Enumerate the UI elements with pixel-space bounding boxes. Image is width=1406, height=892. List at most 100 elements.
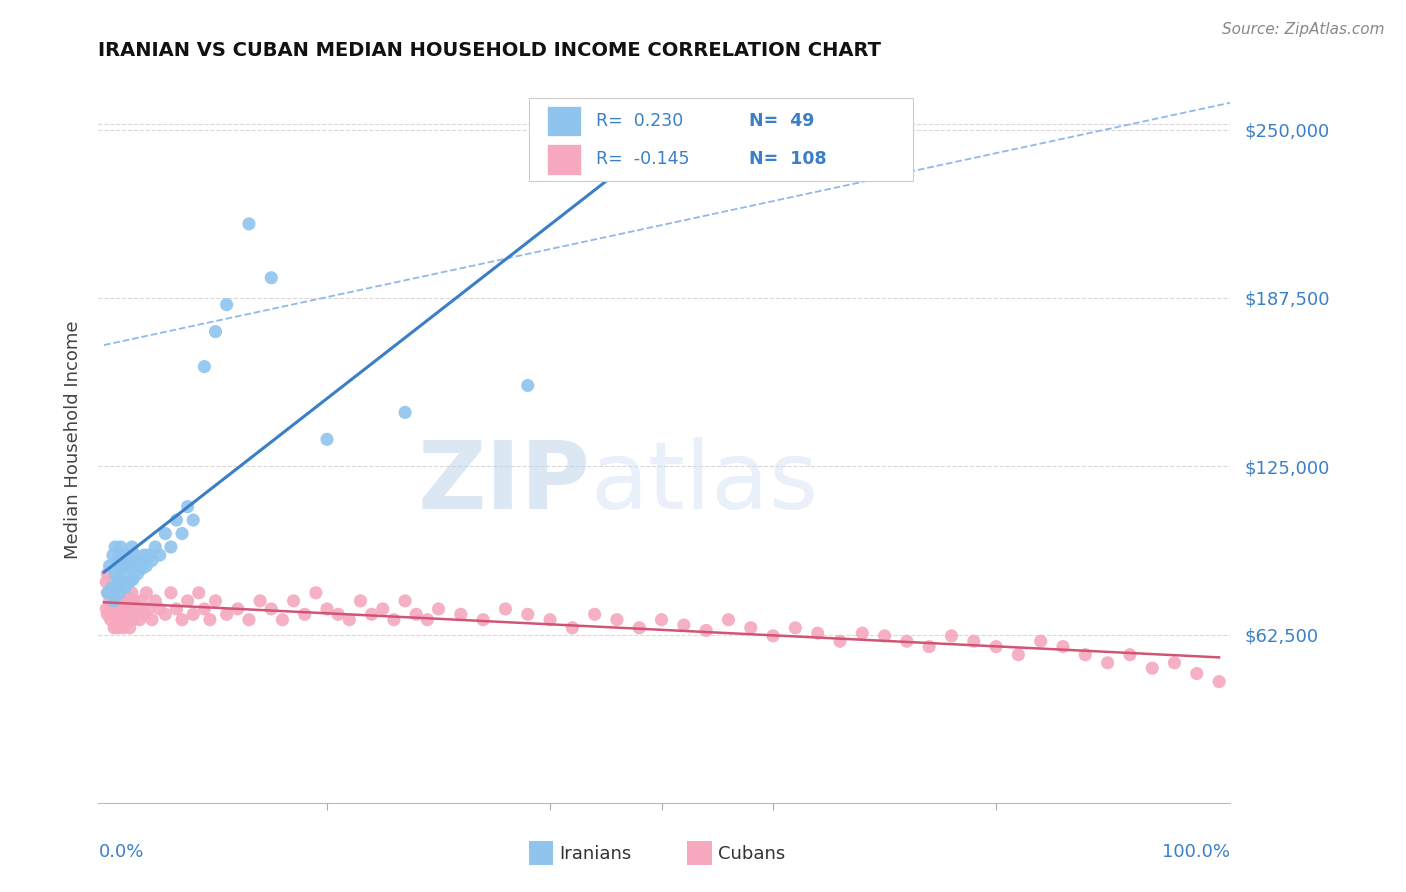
Point	[918, 640, 941, 654]
Point	[828, 634, 851, 648]
Point	[134, 607, 156, 622]
Point	[149, 548, 172, 562]
Point	[1007, 648, 1029, 662]
Point	[316, 432, 339, 446]
Text: 100.0%: 100.0%	[1163, 843, 1230, 861]
Point	[360, 607, 382, 622]
Point	[108, 594, 131, 608]
Text: ZIP: ZIP	[418, 437, 591, 529]
Text: R=  -0.145: R= -0.145	[596, 151, 690, 169]
Point	[1074, 648, 1097, 662]
Point	[394, 594, 416, 608]
Point	[117, 548, 139, 562]
Point	[124, 548, 146, 562]
Point	[138, 602, 160, 616]
Point	[181, 513, 204, 527]
Point	[963, 634, 986, 648]
Point	[122, 572, 145, 586]
Point	[124, 607, 146, 622]
Point	[105, 621, 128, 635]
Point	[115, 566, 138, 581]
Point	[110, 540, 132, 554]
Point	[118, 574, 141, 589]
Point	[108, 586, 131, 600]
Point	[101, 594, 124, 608]
Point	[111, 586, 134, 600]
Point	[104, 540, 127, 554]
Point	[1163, 656, 1185, 670]
Point	[111, 558, 134, 573]
Point	[873, 629, 896, 643]
Point	[896, 634, 918, 648]
Point	[516, 378, 538, 392]
Point	[170, 526, 193, 541]
Point	[283, 594, 305, 608]
Text: N=  108: N= 108	[749, 151, 827, 169]
Point	[100, 613, 122, 627]
FancyBboxPatch shape	[529, 97, 914, 181]
Point	[135, 586, 157, 600]
Point	[606, 613, 628, 627]
Point	[131, 561, 153, 575]
Point	[98, 594, 121, 608]
Point	[135, 558, 157, 573]
Point	[143, 594, 166, 608]
Point	[101, 581, 124, 595]
Point	[538, 613, 561, 627]
Point	[120, 553, 142, 567]
Point	[121, 540, 143, 554]
Point	[717, 613, 740, 627]
Point	[672, 618, 695, 632]
Point	[1140, 661, 1163, 675]
Point	[371, 602, 394, 616]
Point	[96, 607, 118, 622]
Point	[112, 607, 135, 622]
Point	[1185, 666, 1208, 681]
Point	[103, 621, 125, 635]
Text: N=  49: N= 49	[749, 112, 814, 130]
Point	[122, 558, 145, 573]
Bar	[529, 841, 554, 864]
Point	[96, 566, 118, 581]
Point	[96, 602, 118, 616]
Point	[97, 586, 120, 600]
Point	[198, 613, 221, 627]
Point	[249, 594, 271, 608]
Point	[1208, 674, 1230, 689]
Point	[98, 558, 121, 573]
Point	[141, 613, 163, 627]
Point	[204, 594, 226, 608]
Point	[762, 629, 785, 643]
Point	[1097, 656, 1119, 670]
Point	[128, 553, 150, 567]
Text: IRANIAN VS CUBAN MEDIAN HOUSEHOLD INCOME CORRELATION CHART: IRANIAN VS CUBAN MEDIAN HOUSEHOLD INCOME…	[98, 41, 882, 61]
Point	[204, 325, 226, 339]
Point	[215, 607, 238, 622]
Point	[628, 621, 651, 635]
Point	[96, 574, 118, 589]
Point	[104, 566, 127, 581]
Point	[305, 586, 328, 600]
Point	[115, 602, 138, 616]
Point	[141, 553, 163, 567]
Point	[450, 607, 472, 622]
Point	[337, 613, 360, 627]
Point	[260, 270, 283, 285]
Point	[695, 624, 717, 638]
Point	[238, 613, 260, 627]
Point	[127, 566, 149, 581]
Text: R=  0.230: R= 0.230	[596, 112, 683, 130]
Point	[122, 613, 145, 627]
Point	[160, 586, 183, 600]
Point	[181, 607, 204, 622]
Text: Iranians: Iranians	[560, 845, 631, 863]
Point	[187, 586, 209, 600]
Text: atlas: atlas	[591, 437, 820, 529]
Point	[101, 548, 124, 562]
Text: 0.0%: 0.0%	[98, 843, 143, 861]
Point	[785, 621, 807, 635]
Point	[494, 602, 516, 616]
Point	[193, 359, 215, 374]
Point	[1029, 634, 1052, 648]
Point	[118, 621, 141, 635]
